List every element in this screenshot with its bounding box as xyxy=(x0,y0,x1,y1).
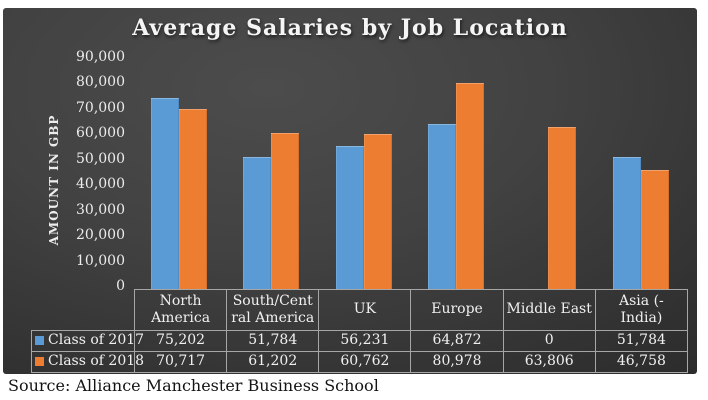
category-header-cell: North America xyxy=(133,289,228,331)
legend-cell: Class of 2018 xyxy=(31,351,144,373)
value-cell: 70,717 xyxy=(133,351,228,373)
y-tick-label: 70,000 xyxy=(76,99,125,116)
y-tick-label: 90,000 xyxy=(76,49,125,65)
category-group xyxy=(133,60,225,289)
category-group xyxy=(225,60,317,289)
category-header-cell: Europe xyxy=(410,289,504,331)
y-tick-label: 10,000 xyxy=(76,252,125,269)
category-header-cell: Asia (- India) xyxy=(594,289,689,331)
bar-class-of-2017 xyxy=(335,145,364,289)
value-cell: 51,784 xyxy=(226,330,320,352)
legend-cell: Class of 2017 xyxy=(31,330,144,352)
bar-class-of-2017 xyxy=(243,157,272,289)
value-cell: 46,758 xyxy=(594,351,689,373)
value-cell: 0 xyxy=(502,330,596,352)
bar-class-of-2018 xyxy=(271,133,300,289)
bar-class-of-2018 xyxy=(640,170,669,289)
chart-panel: Average Salaries by Job Location AMOUNT … xyxy=(3,8,697,374)
bar-class-of-2017 xyxy=(151,97,180,289)
series-name: Class of 2017 xyxy=(48,332,145,349)
value-cell: 63,806 xyxy=(502,351,596,373)
plot-area xyxy=(133,60,687,289)
table-row: Class of 2018 70,717 61,202 60,762 80,978 63,… xyxy=(31,351,689,373)
legend-swatch-icon xyxy=(35,357,44,367)
category-header-cell: Middle East xyxy=(502,289,596,331)
table-corner-blank xyxy=(32,290,135,331)
bar-class-of-2017 xyxy=(428,123,457,289)
category-group xyxy=(502,60,594,289)
y-tick-label: 60,000 xyxy=(76,125,125,142)
bar-class-of-2018 xyxy=(179,109,208,289)
table-row: Class of 2017 75,202 51,784 56,231 64,872 0 51… xyxy=(31,330,689,352)
bar-class-of-2017 xyxy=(612,157,641,289)
value-cell: 51,784 xyxy=(594,330,689,352)
chart-title: Average Salaries by Job Location xyxy=(132,15,568,41)
y-tick-label: 20,000 xyxy=(76,227,125,244)
y-tick-label: 50,000 xyxy=(76,150,125,167)
series-name: Class of 2018 xyxy=(48,353,145,370)
bar-class-of-2018 xyxy=(548,126,577,289)
y-tick-label: 40,000 xyxy=(76,176,125,193)
category-group xyxy=(595,60,687,289)
y-tick-label: 80,000 xyxy=(76,74,125,91)
value-cell: 80,978 xyxy=(410,351,504,373)
value-cell: 75,202 xyxy=(133,330,228,352)
y-tick-label: 30,000 xyxy=(76,201,125,218)
y-tick-label: 0 xyxy=(116,278,125,294)
bar-class-of-2018 xyxy=(363,134,392,289)
category-group xyxy=(318,60,410,289)
category-header-cell: UK xyxy=(318,289,412,331)
value-cell: 61,202 xyxy=(226,351,320,373)
bar-class-of-2018 xyxy=(456,82,485,289)
value-cell: 64,872 xyxy=(410,330,504,352)
value-cell: 60,762 xyxy=(318,351,412,373)
category-header-cell: South/Cent ral America xyxy=(226,289,320,331)
value-cell: 56,231 xyxy=(318,330,412,352)
source-caption: Source: Alliance Manchester Business Sch… xyxy=(8,376,379,395)
legend-swatch-icon xyxy=(35,336,44,346)
category-group xyxy=(410,60,502,289)
data-table: North America South/Cent ral America UK Eur… xyxy=(31,289,689,373)
